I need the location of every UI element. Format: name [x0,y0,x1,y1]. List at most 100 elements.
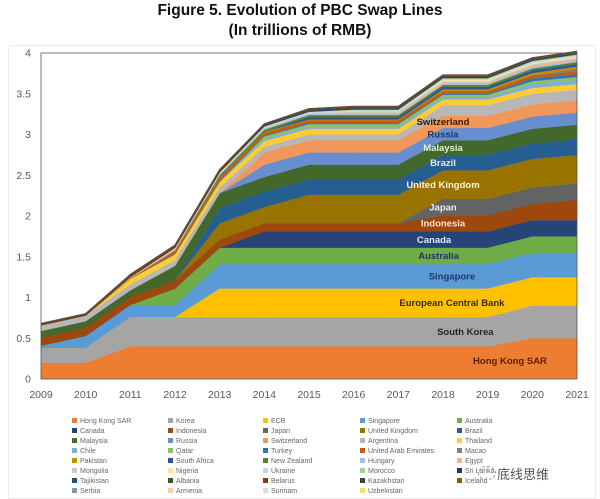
x-axis: 2009 2010 2011 2012 2013 2014 2015 2016 2017 2018… [29,389,589,401]
legend-item-new-zealand: New Zealand [263,457,312,467]
y-tick-label: 3.5 [16,88,31,100]
legend-label: Argentina [368,438,398,445]
legend-item-macao: Macao [457,447,486,457]
legend-swatch [360,418,365,423]
legend-swatch [263,468,268,473]
y-tick-label: 0.5 [16,333,31,345]
legend-swatch [72,438,77,443]
x-tick-label: 2019 [476,389,500,401]
legend-swatch [263,428,268,433]
annotation-hong-kong-sar: Hong Kong SAR [473,356,547,367]
x-tick-label: 2012 [163,389,187,401]
x-tick-label: 2011 [119,389,142,401]
legend: Hong Kong SAR Korea ECB Singapore Australia C… [0,416,600,499]
legend-swatch [360,468,365,473]
legend-label: Egypt [465,458,483,465]
y-tick-label: 1 [25,292,31,304]
legend-label: New Zealand [271,458,313,465]
legend-swatch [263,418,268,423]
legend-label: Thailand [465,438,492,445]
legend-label: South Africa [176,458,214,465]
legend-swatch [360,438,365,443]
x-tick-label: 2017 [387,389,411,401]
legend-swatch [360,488,365,493]
legend-item-iceland: Iceland [457,477,488,487]
legend-swatch [457,418,462,423]
legend-label: Nigeria [176,468,199,475]
legend-item-chile: Chile [72,447,96,457]
legend-swatch [360,448,365,453]
legend-swatch [457,448,462,453]
legend-swatch [263,448,268,453]
legend-label: Canada [80,428,105,435]
legend-label: Mongolia [80,468,109,475]
legend-item-thailand: Thailand [457,437,492,447]
annotation-canada: Canada [417,235,452,246]
legend-label: Uzbekistan [368,488,403,495]
legend-item-argentina: Argentina [360,437,398,447]
legend-label: Russia [176,438,198,445]
legend-swatch [72,458,77,463]
y-axis: 0 0.5 1 1.5 2 2.5 3 3.5 4 [16,48,31,386]
legend-item-tajikistan: Tajikistan [72,477,109,487]
legend-item-kazakhstan: Kazakhstan [360,477,405,487]
legend-label: Hong Kong SAR [80,418,132,425]
legend-swatch [263,488,268,493]
legend-item-south-africa: South Africa [168,457,214,467]
legend-item-ecb: ECB [263,417,285,427]
x-tick-label: 2009 [29,389,53,401]
legend-item-australia: Australia [457,417,492,427]
annotation-malaysia: Malaysia [423,143,463,154]
legend-item-turkey: Turkey [263,447,292,457]
legend-swatch [72,468,77,473]
legend-label: Malaysia [80,438,108,445]
legend-item-egypt: Egypt [457,457,483,467]
legend-item-united-arab-emirates: United Arab Emirates [360,447,434,457]
legend-label: Macao [465,448,487,455]
y-tick-label: 1.5 [16,251,31,263]
x-tick-label: 2015 [297,389,321,401]
annotation-brazil: Brazil [430,158,456,169]
x-tick-label: 2021 [565,389,589,401]
legend-swatch [72,488,77,493]
legend-label: Qatar [176,448,194,455]
legend-label: Tajikistan [80,478,109,485]
legend-label: Australia [465,418,493,425]
plot-border [40,52,578,380]
x-tick-label: 2020 [521,389,545,401]
x-tick-label: 2013 [208,389,232,401]
legend-item-surinam: Surinam [263,487,297,497]
legend-label: Indonesia [176,428,207,435]
legend-item-singapore: Singapore [360,417,400,427]
legend-label: Singapore [368,418,400,425]
legend-swatch [360,428,365,433]
annotation-united-kingdom: United Kingdom [406,180,479,191]
legend-item-brazil: Brazil [457,427,483,437]
legend-label: Japan [271,428,291,435]
legend-swatch [457,438,462,443]
legend-item-mongolia: Mongolia [72,467,108,477]
legend-item-nigeria: Nigeria [168,467,198,477]
legend-swatch [72,428,77,433]
legend-label: Switzerland [271,438,308,445]
legend-item-serbia: Serbia [72,487,100,497]
legend-label: Serbia [80,488,101,495]
legend-swatch [263,478,268,483]
legend-label: ECB [271,418,286,425]
legend-swatch [360,458,365,463]
legend-label: Pakistan [80,458,107,465]
y-tick-label: 0 [25,374,31,386]
legend-swatch [72,448,77,453]
legend-label: Surinam [271,488,298,495]
legend-label: Iceland [465,478,488,485]
y-tick-label: 2.5 [16,170,31,182]
area-layers [40,50,578,380]
x-tick-label: 2016 [342,389,366,401]
annotation-australia: Australia [418,251,459,262]
legend-swatch [360,478,365,483]
annotation-japan: Japan [429,202,457,213]
legend-swatch [263,458,268,463]
annotation-european-central-bank: European Central Bank [399,298,505,309]
legend-label: Morocco [368,468,395,475]
legend-swatch [168,458,173,463]
